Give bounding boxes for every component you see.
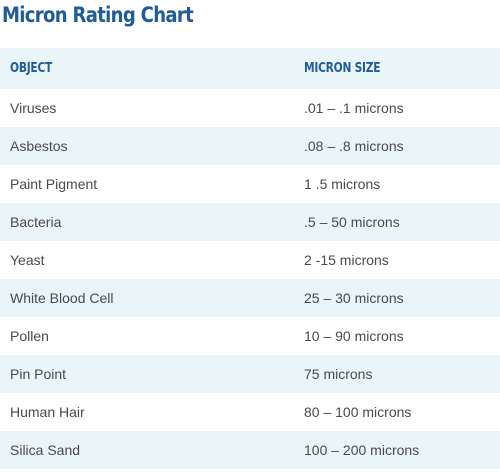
- object-cell: Asbestos: [10, 138, 68, 154]
- table-row: Asbestos .08 – .8 microns: [0, 127, 500, 165]
- table-row: Viruses .01 – .1 microns: [0, 89, 500, 127]
- object-cell: White Blood Cell: [10, 290, 114, 306]
- micron-size-cell: 100 – 200 microns: [304, 442, 420, 458]
- object-cell: Viruses: [10, 100, 57, 116]
- table-row: Human Hair 80 – 100 microns: [0, 393, 500, 431]
- table-header-row: OBJECT MICRON SIZE: [0, 48, 500, 89]
- object-cell: Pollen: [10, 328, 49, 344]
- micron-size-cell: .01 – .1 microns: [304, 100, 404, 116]
- micron-table: OBJECT MICRON SIZE Viruses .01 – .1 micr…: [0, 48, 500, 469]
- table-row: Pollen 10 – 90 microns: [0, 317, 500, 355]
- micron-size-cell: 2 -15 microns: [304, 252, 389, 268]
- micron-size-cell: 80 – 100 microns: [304, 404, 412, 420]
- table-row: Yeast 2 -15 microns: [0, 241, 500, 279]
- micron-size-cell: .5 – 50 microns: [304, 214, 400, 230]
- header-object: OBJECT: [10, 61, 53, 76]
- object-cell: Pin Point: [10, 366, 67, 382]
- header-micron-size: MICRON SIZE: [304, 61, 381, 76]
- object-cell: Paint Pigment: [10, 176, 98, 192]
- page-title: Micron Rating Chart: [2, 3, 194, 27]
- table-row: Paint Pigment 1 .5 microns: [0, 165, 500, 203]
- micron-size-cell: 1 .5 microns: [304, 176, 381, 192]
- table-row: Pin Point 75 microns: [0, 355, 500, 393]
- micron-size-cell: 75 microns: [304, 366, 373, 382]
- micron-size-cell: 10 – 90 microns: [304, 328, 404, 344]
- object-cell: Yeast: [10, 252, 45, 268]
- micron-size-cell: .08 – .8 microns: [304, 138, 404, 154]
- table-row: Silica Sand 100 – 200 microns: [0, 431, 500, 469]
- table-row: White Blood Cell 25 – 30 microns: [0, 279, 500, 317]
- table-row: Bacteria .5 – 50 microns: [0, 203, 500, 241]
- object-cell: Human Hair: [10, 404, 85, 420]
- object-cell: Bacteria: [10, 214, 62, 230]
- micron-size-cell: 25 – 30 microns: [304, 290, 404, 306]
- object-cell: Silica Sand: [10, 442, 81, 458]
